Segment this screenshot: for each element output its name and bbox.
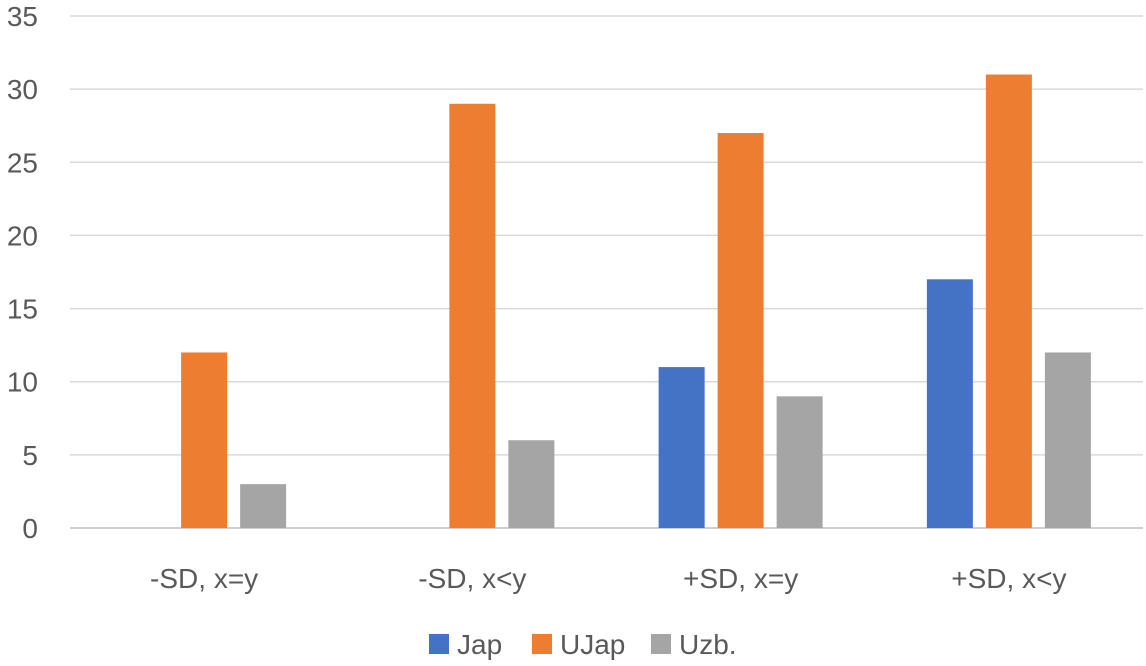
bar-ujap: [181, 352, 228, 528]
bar-uzb: [240, 484, 287, 528]
x-tick-label: +SD, x=y: [683, 563, 798, 594]
bar-uzb: [776, 396, 823, 528]
legend-label: UJap: [560, 629, 625, 660]
x-tick-label: +SD, x<y: [951, 563, 1066, 594]
legend-label: Uzb.: [679, 629, 737, 660]
y-tick-label: 10: [7, 367, 38, 398]
gridlines: [70, 15, 1143, 529]
bar-ujap: [985, 74, 1032, 528]
y-tick-label: 20: [7, 220, 38, 251]
y-tick-label: 25: [7, 147, 38, 178]
y-axis-ticks: 0 5 10 15 20 25 30 35: [7, 1, 38, 544]
y-tick-label: 30: [7, 74, 38, 105]
x-axis-ticks: -SD, x=y -SD, x<y +SD, x=y +SD, x<y: [150, 563, 1066, 594]
x-tick-label: -SD, x=y: [150, 563, 258, 594]
y-tick-label: 15: [7, 294, 38, 325]
bar-uzb: [508, 440, 555, 528]
bar-jap: [658, 367, 705, 528]
bar-ujap: [449, 103, 496, 529]
y-tick-label: 35: [7, 1, 38, 32]
legend-swatch: [651, 634, 671, 654]
bar-jap: [926, 279, 973, 528]
legend: Jap UJap Uzb.: [429, 629, 737, 660]
bar-ujap: [717, 133, 764, 528]
bars: [181, 74, 1091, 529]
x-tick-label: -SD, x<y: [418, 563, 526, 594]
legend-swatch: [532, 634, 552, 654]
legend-label: Jap: [457, 629, 502, 660]
y-tick-label: 5: [22, 440, 38, 471]
y-tick-label: 0: [22, 513, 38, 544]
bar-uzb: [1044, 352, 1091, 528]
legend-swatch: [429, 634, 449, 654]
